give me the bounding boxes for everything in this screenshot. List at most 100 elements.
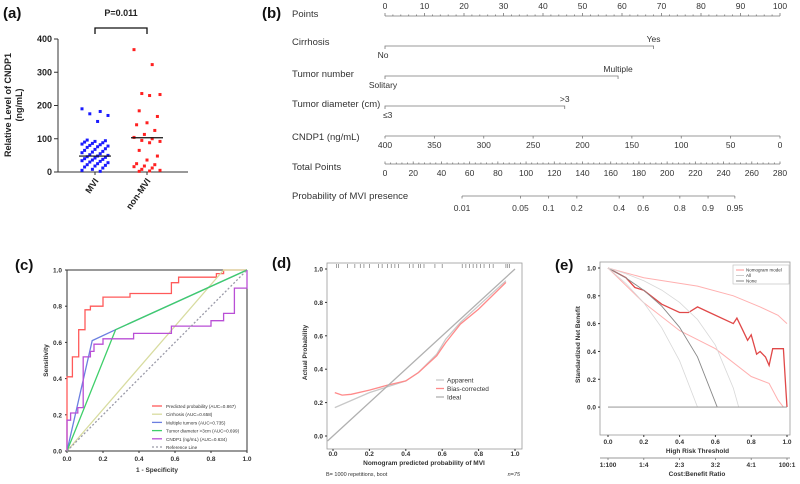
y-tick-label: 0 — [47, 167, 52, 177]
data-point-mvi — [98, 159, 102, 163]
x-tick-label: 0.8 — [206, 456, 215, 463]
cndp1-tick-label: 50 — [726, 140, 736, 150]
x-tick-label: 0.4 — [134, 456, 143, 463]
cndp1-tick-label: 200 — [575, 140, 589, 150]
level-label: >3 — [560, 94, 570, 104]
series-line-predicted-probability-auc-0-867 — [66, 269, 247, 451]
data-point-mvi — [80, 142, 84, 146]
series-line-all-lower — [607, 267, 698, 408]
significance-bracket — [94, 27, 148, 34]
series-line-all-upper — [607, 267, 740, 408]
data-point-mvi — [88, 153, 92, 157]
y-tick-label: 0.8 — [314, 300, 323, 307]
y-axis-label: Standardized Net Benefit — [575, 305, 582, 383]
total-points-tick-label: 140 — [575, 168, 589, 178]
data-point-mvi — [88, 143, 92, 147]
probability-tick-label: 0.1 — [543, 203, 555, 213]
cndp1-tick-label: 100 — [674, 140, 688, 150]
probability-tick-label: 0.8 — [674, 203, 686, 213]
series-line-nomogram-model-lower — [607, 267, 784, 408]
row-label-tumor-diameter: Tumor diameter (cm) — [292, 99, 380, 110]
level-label: ≤3 — [383, 110, 393, 120]
points-tick-label: 70 — [657, 1, 667, 11]
series-line-nomogram-model-upper — [607, 267, 788, 324]
cost-benefit-axis-label: Cost:Benefit Ratio — [669, 471, 726, 478]
x-tick-label: 1.0 — [510, 451, 519, 458]
series-line-bias-corrected — [334, 281, 507, 396]
series-line-cirrhosis-auc-0-658 — [66, 269, 247, 452]
legend-label: Multiple tumors (AUC=0.735) — [166, 420, 226, 425]
panel-c-roc: 0.0 0.2 0.4 0.6 0.8 1.0 0.0 0.2 0.4 0.6 0.8 1.0 1 - … — [43, 268, 252, 475]
data-point-non-mvi — [158, 139, 162, 143]
probability-tick-label: 0.01 — [454, 203, 471, 213]
data-point-non-mvi — [155, 114, 159, 118]
data-point-non-mvi — [158, 93, 162, 97]
y-axis-label-line: Relative Level of CNDP1 — [3, 53, 13, 157]
total-points-tick-label: 220 — [688, 168, 702, 178]
y-axis-label: Sensitivity — [43, 344, 50, 377]
x-tick-label: 0.6 — [711, 439, 720, 446]
data-point-mvi — [106, 153, 110, 157]
data-point-mvi — [103, 139, 107, 143]
data-point-non-mvi — [132, 165, 136, 169]
legend-label: Cirrhosis (AUC=0.658) — [166, 412, 213, 417]
variable-scale — [384, 105, 566, 109]
total-points-tick-label: 200 — [660, 168, 674, 178]
data-point-mvi — [90, 158, 94, 162]
y-tick-label: 0.6 — [53, 340, 62, 347]
row-label-probability: Probability of MVI presence — [292, 191, 408, 202]
panel-a-scatter: 0 100 200 300 400 Relative Level of CNDP1(ng/… — [3, 8, 188, 211]
data-point-non-mvi — [142, 132, 146, 136]
cndp1-tick-label: 400 — [378, 140, 392, 150]
legend-label: None — [746, 279, 757, 284]
x-tick-label: 0.0 — [603, 439, 612, 446]
panel-label-b: (b) — [262, 5, 281, 22]
y-tick-label: 1.0 — [587, 266, 596, 273]
x-tick-label: 0.2 — [365, 451, 374, 458]
data-point-mvi — [101, 166, 105, 170]
y-tick-label: 0.0 — [314, 434, 323, 441]
data-point-mvi — [93, 164, 97, 168]
data-point-mvi — [80, 107, 84, 111]
legend-box — [732, 264, 790, 285]
data-point-mvi — [93, 156, 97, 160]
x-tick-label: 0.4 — [401, 451, 410, 458]
data-point-non-mvi — [150, 137, 154, 141]
data-point-non-mvi — [148, 141, 152, 145]
y-tick-label: 0.0 — [53, 449, 62, 456]
data-point-non-mvi — [145, 121, 149, 125]
points-tick-label: 90 — [736, 1, 746, 11]
points-tick-label: 60 — [617, 1, 627, 11]
y-tick-label: 0.8 — [587, 293, 596, 300]
points-tick-label: 80 — [696, 1, 706, 11]
data-point-mvi — [90, 150, 94, 154]
x-tick-label: 0.8 — [747, 439, 756, 446]
data-point-non-mvi — [153, 163, 157, 167]
data-point-mvi — [98, 169, 102, 173]
x-tick-label: MVI — [83, 176, 100, 195]
data-point-mvi — [83, 165, 87, 169]
total-points-tick-label: 80 — [493, 168, 503, 178]
cost-benefit-tick-label: 3:2 — [711, 462, 721, 469]
probability-tick-label: 0.6 — [637, 203, 649, 213]
data-point-mvi — [90, 141, 94, 145]
y-tick-label: 0.6 — [587, 321, 596, 328]
points-tick-label: 20 — [459, 1, 469, 11]
data-point-mvi — [85, 145, 89, 149]
cost-benefit-tick-label: 4:1 — [746, 462, 756, 469]
legend-label: Bias-corrected — [447, 386, 489, 393]
plot-frame — [599, 261, 791, 436]
data-point-mvi — [80, 159, 84, 163]
data-point-non-mvi — [137, 169, 141, 173]
points-tick-label: 40 — [538, 1, 548, 11]
y-tick-label: 0.2 — [587, 377, 596, 384]
y-tick-label: 1.0 — [53, 268, 62, 275]
data-point-non-mvi — [145, 158, 149, 162]
data-point-non-mvi — [148, 169, 152, 173]
x-tick-label: 0.4 — [675, 439, 684, 446]
probability-tick-label: 0.2 — [571, 203, 583, 213]
data-point-non-mvi — [150, 166, 154, 170]
data-point-non-mvi — [140, 138, 144, 142]
panel-label-a: (a) — [3, 5, 21, 22]
